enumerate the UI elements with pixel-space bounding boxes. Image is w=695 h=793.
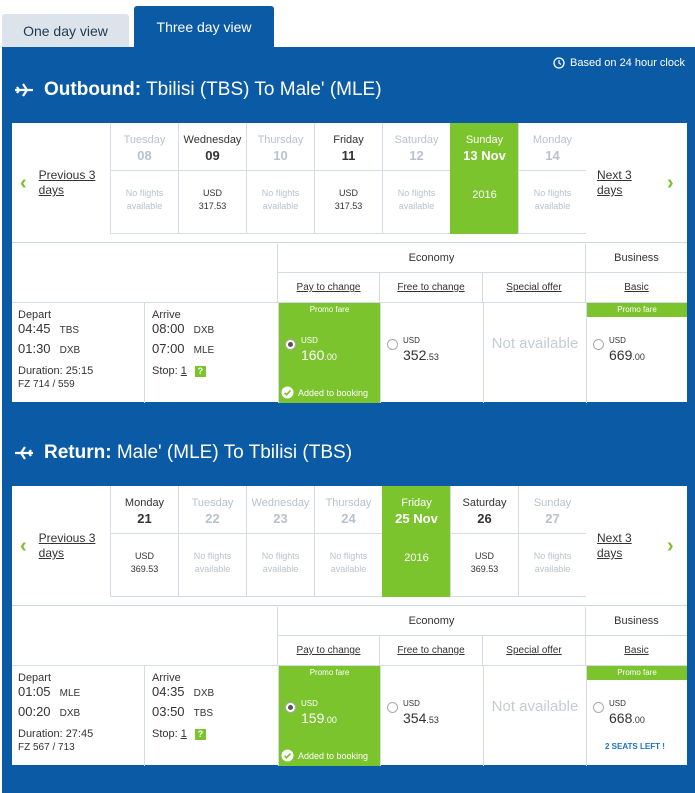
help-icon[interactable]: ? xyxy=(194,366,206,377)
plane-icon xyxy=(15,446,33,460)
stop-count-link[interactable]: 1 xyxy=(180,365,187,377)
tab-three-day-view[interactable]: Three day view xyxy=(134,6,274,47)
check-circle-icon xyxy=(281,386,294,399)
outbound-title: Outbound: Tbilisi (TBS) To Male' (MLE) xyxy=(14,79,382,101)
business-header: Business xyxy=(586,607,687,636)
business-header: Business xyxy=(586,244,687,273)
added-to-booking: Added to booking xyxy=(281,749,368,762)
date-cell: Tuesday 08 No flights available xyxy=(110,123,178,234)
return-date-strip: ‹ Previous 3 days Monday 21 USD 369.53 Tuesd… xyxy=(12,486,687,606)
economy-header: Economy xyxy=(278,607,586,636)
previous-days-link[interactable]: ‹ Previous 3 days xyxy=(20,531,96,560)
free-to-change-link[interactable]: Free to change xyxy=(380,636,483,665)
arrive-info: Arrive 04:35 DXB 03:50 TBS Stop: 1? xyxy=(152,672,215,740)
plane-icon xyxy=(15,83,33,97)
fare-special-offer: Not available xyxy=(483,303,586,403)
fare-radio-selected[interactable] xyxy=(285,702,296,713)
date-cell[interactable]: Friday 25 Nov 2016 xyxy=(382,486,450,597)
next-days-link[interactable]: Next 3 days › xyxy=(597,168,674,197)
basic-link[interactable]: Basic xyxy=(624,645,649,656)
date-cell[interactable]: Sunday 13 Nov 2016 xyxy=(450,123,518,234)
special-offer-link[interactable]: Special offer xyxy=(483,273,586,302)
date-cell: Thursday 24 No flights available xyxy=(314,486,382,597)
return-box: ‹ Previous 3 days Monday 21 USD 369.53 Tuesd… xyxy=(12,486,687,766)
basic-link[interactable]: Basic xyxy=(624,282,649,293)
return-fare-header: Economy Business Pay to change Free to c… xyxy=(12,607,687,665)
special-offer-link[interactable]: Special offer xyxy=(483,636,586,665)
return-title: Return: Male' (MLE) To Tbilisi (TBS) xyxy=(14,442,352,464)
help-icon[interactable]: ? xyxy=(194,729,206,740)
date-cell: Thursday 10 No flights available xyxy=(246,123,314,234)
fare-business-basic[interactable]: Promo fare USD 668.00 2 SEATS LEFT ! xyxy=(586,666,687,766)
return-flight-row: Depart 01:05 MLE 00:20 DXB Duration: 27:… xyxy=(12,665,687,766)
stop-count-link[interactable]: 1 xyxy=(180,728,187,740)
date-cell[interactable]: Friday 11 USD 317.53 xyxy=(314,123,382,234)
date-cell[interactable]: Saturday 26 USD 369.53 xyxy=(450,486,518,597)
fare-radio[interactable] xyxy=(593,339,604,350)
outbound-fare-header: Economy Business Pay to change Free to c… xyxy=(12,244,687,302)
pay-to-change-link[interactable]: Pay to change xyxy=(278,636,380,665)
check-circle-icon xyxy=(281,749,294,762)
depart-info: Depart 01:05 MLE 00:20 DXB Duration: 27:… xyxy=(18,672,94,753)
depart-info: Depart 04:45 TBS 01:30 DXB Duration: 25:… xyxy=(18,309,94,390)
fare-pay-to-change[interactable]: Promo fare USD 160.00 Added to booking xyxy=(278,303,380,403)
pay-to-change-link[interactable]: Pay to change xyxy=(278,273,380,302)
outbound-flight-row: Depart 04:45 TBS 01:30 DXB Duration: 25:… xyxy=(12,302,687,403)
tab-one-day-view[interactable]: One day view xyxy=(2,14,129,47)
date-cell: Saturday 12 No flights available xyxy=(382,123,450,234)
fare-free-to-change[interactable]: USD 354.53 xyxy=(380,666,483,766)
clock-note: Based on 24 hour clock xyxy=(553,57,685,69)
date-cell[interactable]: Wednesday 09 USD 317.53 xyxy=(178,123,246,234)
chevron-left-icon: ‹ xyxy=(20,171,27,194)
economy-header: Economy xyxy=(278,244,586,273)
date-cell: Monday 14 No flights available xyxy=(518,123,586,234)
results-panel: Based on 24 hour clock Outbound: Tbilisi… xyxy=(2,47,695,793)
fare-business-basic[interactable]: Promo fare USD 669.00 xyxy=(586,303,687,403)
arrive-info: Arrive 08:00 DXB 07:00 MLE Stop: 1? xyxy=(152,309,215,377)
fare-radio[interactable] xyxy=(387,339,398,350)
added-to-booking: Added to booking xyxy=(281,386,368,399)
outbound-date-strip: ‹ Previous 3 days Tuesday 08 No flights av… xyxy=(12,123,687,243)
seats-left-badge: 2 SEATS LEFT ! xyxy=(605,742,665,751)
view-tabs: One day view Three day view xyxy=(2,0,695,47)
chevron-right-icon: › xyxy=(667,171,674,194)
fare-special-offer: Not available xyxy=(483,666,586,766)
date-cell: Tuesday 22 No flights available xyxy=(178,486,246,597)
next-days-link[interactable]: Next 3 days › xyxy=(597,531,674,560)
fare-radio[interactable] xyxy=(593,702,604,713)
outbound-box: ‹ Previous 3 days Tuesday 08 No flights av… xyxy=(12,123,687,403)
date-cell: Sunday 27 No flights available xyxy=(518,486,586,597)
date-cell: Wednesday 23 No flights available xyxy=(246,486,314,597)
clock-icon xyxy=(553,57,565,69)
date-cell[interactable]: Monday 21 USD 369.53 xyxy=(110,486,178,597)
fare-radio-selected[interactable] xyxy=(285,339,296,350)
fare-pay-to-change[interactable]: Promo fare USD 159.00 Added to booking xyxy=(278,666,380,766)
chevron-right-icon: › xyxy=(667,534,674,557)
fare-radio[interactable] xyxy=(387,702,398,713)
free-to-change-link[interactable]: Free to change xyxy=(380,273,483,302)
previous-days-link[interactable]: ‹ Previous 3 days xyxy=(20,168,96,197)
fare-free-to-change[interactable]: USD 352.53 xyxy=(380,303,483,403)
chevron-left-icon: ‹ xyxy=(20,534,27,557)
